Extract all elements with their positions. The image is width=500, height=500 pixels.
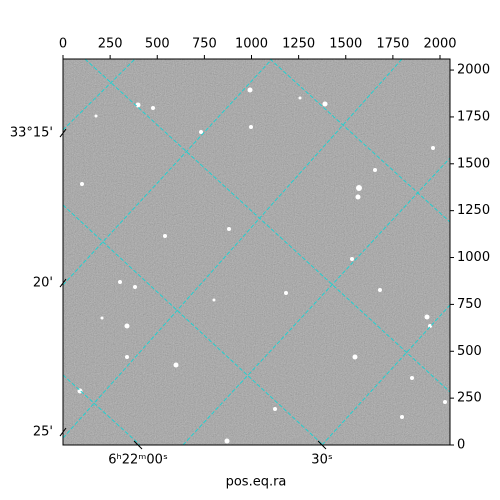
x-tick-label: 1500 bbox=[329, 37, 362, 52]
x-tick-label: 500 bbox=[145, 37, 170, 52]
y-tick-label: 250 bbox=[457, 391, 482, 406]
y-tick-label: 1250 bbox=[457, 203, 490, 218]
y-tick-label: 2000 bbox=[457, 63, 490, 78]
world-x-tick-label: 30ˢ bbox=[311, 453, 333, 468]
world-y-tick bbox=[59, 427, 67, 437]
y-tick-label: 1750 bbox=[457, 109, 490, 124]
x-tick-label: 750 bbox=[192, 37, 217, 52]
world-y-tick bbox=[59, 128, 67, 138]
stars bbox=[77, 87, 447, 444]
world-y-tick bbox=[59, 278, 67, 288]
x-tick-label: 0 bbox=[59, 37, 67, 52]
x-tick-label: 1000 bbox=[235, 37, 268, 52]
world-x-tick bbox=[133, 440, 143, 450]
x-tick-label: 1250 bbox=[282, 37, 315, 52]
world-y-tick-label: 25' bbox=[33, 425, 53, 440]
y-tick-label: 0 bbox=[457, 438, 465, 453]
world-y-tick-label: 33°15' bbox=[10, 126, 53, 141]
y-tick-label: 1500 bbox=[457, 156, 490, 171]
world-y-tick-label: 20' bbox=[33, 276, 53, 291]
y-tick-label: 1000 bbox=[457, 250, 490, 265]
x-tick-label: 1750 bbox=[376, 37, 409, 52]
y-tick-label: 750 bbox=[457, 297, 482, 312]
plot-frame bbox=[62, 58, 451, 446]
x-tick-label: 250 bbox=[98, 37, 123, 52]
y-tick-label: 500 bbox=[457, 344, 482, 359]
coordinate-grid bbox=[63, 59, 450, 445]
image bbox=[63, 59, 450, 445]
x-tick-label: 2000 bbox=[423, 37, 456, 52]
world-x-tick-label: 6ʰ22ᵐ00ˢ bbox=[108, 453, 168, 468]
x-axis-label: pos.eq.ra bbox=[226, 475, 287, 490]
world-x-tick bbox=[317, 440, 327, 450]
